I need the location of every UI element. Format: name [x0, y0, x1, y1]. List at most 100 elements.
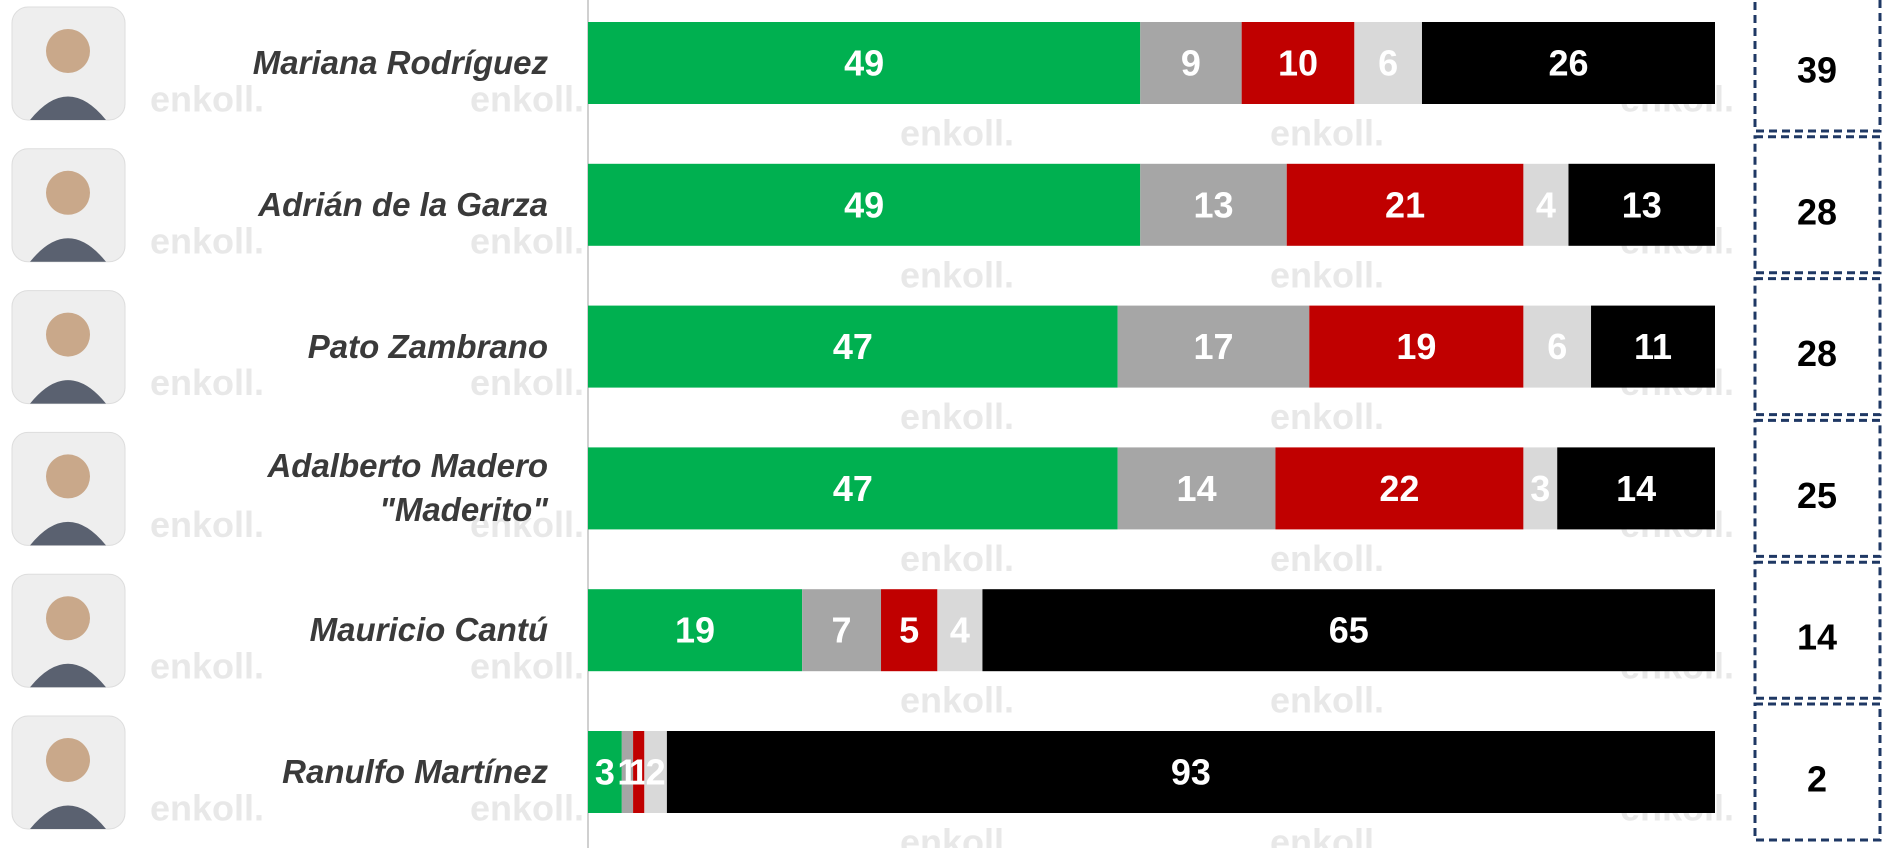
photo-body [30, 521, 106, 546]
bar-segment [633, 731, 645, 813]
watermark: enkoll. [470, 646, 584, 687]
watermark: enkoll. [1270, 680, 1384, 721]
data-label: 5 [899, 610, 919, 651]
bar-segment [1286, 163, 1524, 246]
bar-segment [937, 589, 983, 672]
data-label: 1 [629, 752, 649, 793]
photo-head [46, 29, 90, 73]
bar-segment [1117, 305, 1310, 388]
data-label: 93 [1171, 752, 1211, 793]
data-label: 26 [1548, 43, 1588, 84]
bar-segment [881, 589, 938, 672]
data-label: 22 [1379, 468, 1419, 509]
data-label: 6 [1378, 43, 1398, 84]
bar-segment [1523, 305, 1592, 388]
category-label: Mauricio Cantú [309, 611, 548, 649]
bar-segment [1241, 22, 1355, 104]
photo-body [30, 96, 106, 120]
watermark: enkoll. [900, 822, 1014, 848]
data-label: 11 [1634, 326, 1672, 367]
category-label: Adalberto Madero "Maderito" [267, 447, 548, 529]
watermark: enkoll. [470, 79, 584, 120]
net-value: 28 [1797, 333, 1837, 374]
bar-segment [1523, 163, 1569, 246]
data-label: 1 [617, 752, 637, 793]
bar-segment [1140, 22, 1242, 104]
watermark: enkoll. [1270, 396, 1384, 437]
net-value: 2 [1807, 759, 1827, 800]
watermark: enkoll. [470, 788, 584, 829]
watermark: enkoll. [1270, 538, 1384, 579]
data-label: 6 [1547, 326, 1567, 367]
watermark: enkoll. [900, 254, 1014, 295]
bar-segment [1568, 163, 1715, 246]
photo-head [46, 454, 90, 499]
watermark: enkoll. [150, 79, 264, 120]
photo-body [30, 663, 106, 688]
data-label: 49 [844, 43, 884, 84]
watermark: enkoll. [1270, 113, 1384, 154]
watermark: enkoll. [470, 504, 584, 545]
data-label: 17 [1193, 326, 1233, 367]
bar-segment [1140, 163, 1287, 246]
net-value: 28 [1797, 191, 1837, 232]
bar-segment [588, 589, 803, 672]
net-value: 25 [1797, 475, 1837, 516]
data-label: 4 [950, 610, 970, 651]
category-label: Mariana Rodríguez [252, 44, 548, 81]
watermark: enkoll. [1270, 822, 1384, 848]
bar-segment [666, 731, 1715, 813]
bar-segment [644, 731, 667, 813]
data-label: 9 [1181, 43, 1201, 84]
watermark: enkoll. [900, 680, 1014, 721]
watermark: enkoll. [150, 220, 264, 261]
bar-segment [1354, 22, 1422, 104]
bar-segment [1421, 22, 1715, 104]
bar-segment [1275, 447, 1524, 530]
bar-segment [621, 731, 634, 813]
watermark: enkoll. [900, 396, 1014, 437]
photo-head [46, 596, 90, 641]
bar-segment [1557, 447, 1715, 530]
data-label: 13 [1622, 184, 1662, 225]
watermark: enkoll. [1270, 254, 1384, 295]
bar-segment [1117, 447, 1276, 530]
net-value: 14 [1797, 617, 1837, 658]
data-label: 3 [1530, 468, 1550, 509]
watermark: enkoll. [150, 646, 264, 687]
data-label: 4 [1536, 184, 1556, 225]
bar-segment [1309, 305, 1524, 388]
data-label: 2 [646, 752, 666, 793]
photo-head [46, 170, 90, 215]
net-value: 39 [1797, 50, 1837, 91]
watermark: enkoll. [470, 362, 584, 403]
category-label: Adrián de la Garza [258, 185, 548, 223]
watermark: enkoll. [150, 362, 264, 403]
category-label: Pato Zambrano [307, 327, 548, 365]
bar-segment [588, 163, 1141, 246]
data-label: 65 [1329, 610, 1369, 651]
data-label: 49 [844, 184, 884, 225]
watermark: enkoll. [150, 504, 264, 545]
bar-segment [588, 447, 1118, 530]
bar-segment [802, 589, 882, 672]
photo-head [46, 738, 90, 782]
data-label: 19 [1396, 326, 1436, 367]
photo-body [30, 380, 106, 404]
watermark: enkoll. [150, 788, 264, 829]
photo-head [46, 312, 90, 357]
watermark: enkoll. [900, 538, 1014, 579]
data-label: 10 [1278, 43, 1318, 84]
data-label: 19 [675, 610, 715, 651]
data-label: 14 [1616, 468, 1656, 509]
data-label: 13 [1193, 184, 1233, 225]
watermark: enkoll. [470, 220, 584, 261]
bar-segment [588, 731, 622, 813]
data-label: 47 [833, 468, 873, 509]
data-label: 7 [832, 610, 852, 651]
bar-segment [982, 589, 1715, 672]
data-label: 14 [1177, 468, 1217, 509]
photo-body [30, 238, 106, 262]
